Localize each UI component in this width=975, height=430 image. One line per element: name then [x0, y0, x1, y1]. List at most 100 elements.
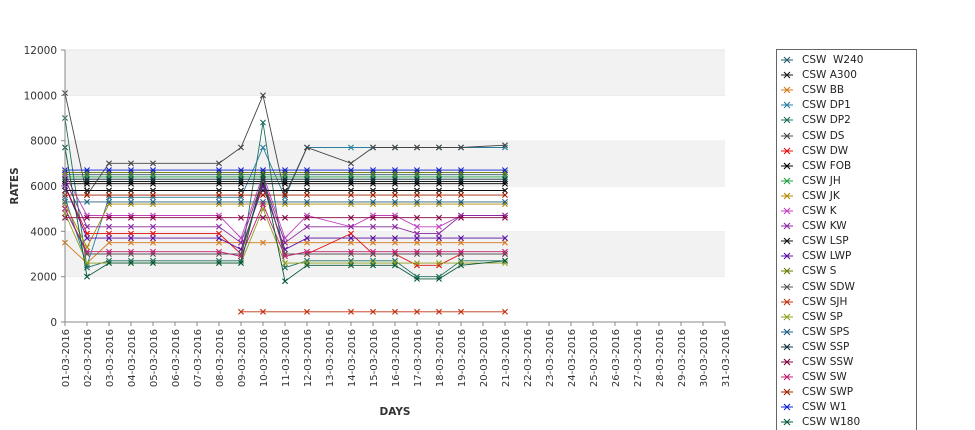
data-point	[260, 144, 266, 151]
data-point	[150, 212, 156, 219]
legend-item: CSW DW	[777, 144, 916, 158]
legend-label: CSW LSP	[802, 235, 849, 248]
data-point	[304, 201, 310, 208]
data-point	[436, 192, 442, 199]
data-point	[238, 180, 244, 187]
data-point	[282, 187, 288, 194]
data-point	[502, 178, 508, 185]
data-point	[414, 176, 420, 183]
data-point	[458, 173, 464, 180]
data-point	[348, 201, 354, 208]
data-point	[260, 205, 266, 212]
data-point	[458, 251, 464, 257]
data-point	[84, 251, 90, 257]
data-point	[458, 198, 464, 205]
series-csw-lwp	[62, 183, 508, 253]
data-point	[458, 171, 464, 178]
data-point	[348, 248, 354, 255]
data-point	[458, 248, 464, 255]
data-point	[392, 198, 398, 205]
legend-item: CSW SDW	[777, 280, 916, 294]
data-point	[392, 192, 398, 199]
data-point	[106, 223, 112, 230]
series-csw-sps	[62, 198, 508, 205]
data-point	[106, 167, 112, 174]
series-csw-w180	[62, 144, 508, 285]
data-point	[370, 257, 376, 264]
data-point	[150, 173, 156, 180]
data-point	[128, 248, 134, 255]
x-tick-label: 11-03-2016	[281, 329, 292, 387]
data-point	[260, 171, 266, 178]
data-point	[436, 171, 442, 178]
data-point	[392, 257, 398, 264]
data-point	[392, 248, 398, 255]
x-tick-label: 01-03-2016	[61, 329, 72, 387]
data-point	[282, 214, 288, 221]
data-point	[282, 278, 288, 285]
data-point	[436, 178, 442, 185]
data-point	[128, 214, 134, 221]
data-point	[106, 160, 112, 167]
legend-item: CSW W180	[777, 415, 916, 429]
legend-label: CSW DP2	[802, 114, 851, 127]
data-point	[216, 173, 222, 180]
data-point	[238, 176, 244, 183]
data-point	[304, 180, 310, 187]
data-point	[348, 176, 354, 183]
data-point	[216, 235, 222, 242]
data-point	[458, 235, 464, 242]
series-csw-a300	[62, 178, 508, 185]
legend-marker	[781, 358, 793, 366]
x-tick-label: 25-03-2016	[589, 329, 600, 387]
data-point	[502, 192, 508, 199]
data-point	[304, 187, 310, 194]
legend-item: CSW W240	[777, 53, 916, 67]
data-point	[370, 235, 376, 242]
data-point	[150, 160, 156, 167]
data-point	[128, 212, 134, 219]
data-point	[106, 194, 112, 201]
x-tick-label: 04-03-2016	[127, 329, 138, 387]
legend-item: CSW BB	[777, 83, 916, 97]
legend-item: CSW DS	[777, 129, 916, 143]
data-point	[348, 223, 354, 230]
data-point	[128, 192, 134, 199]
data-point	[150, 235, 156, 242]
data-point	[238, 194, 244, 201]
data-point	[238, 198, 244, 205]
data-point	[150, 187, 156, 194]
data-point	[392, 214, 398, 221]
data-point	[150, 178, 156, 185]
data-point	[502, 176, 508, 183]
data-point	[502, 257, 508, 264]
data-point	[282, 169, 288, 176]
data-point	[502, 251, 508, 257]
x-tick-label: 07-03-2016	[193, 329, 204, 387]
data-point	[348, 239, 354, 246]
data-point	[282, 173, 288, 180]
data-point	[106, 248, 112, 255]
data-point	[436, 173, 442, 180]
data-point	[414, 260, 420, 267]
data-point	[238, 169, 244, 176]
data-point	[282, 260, 288, 267]
series-csw-s	[62, 169, 508, 176]
data-point	[238, 192, 244, 199]
data-point	[392, 180, 398, 187]
data-point	[392, 169, 398, 176]
data-point	[150, 176, 156, 183]
data-point	[370, 192, 376, 199]
data-point	[106, 214, 112, 221]
legend-label: CSW BB	[802, 84, 845, 97]
data-point	[392, 262, 398, 269]
data-point	[84, 167, 90, 174]
data-point	[128, 201, 134, 208]
data-point	[106, 201, 112, 208]
data-point	[304, 235, 310, 242]
data-point	[238, 187, 244, 194]
data-point	[458, 169, 464, 176]
data-point	[150, 214, 156, 221]
data-point	[304, 262, 310, 269]
data-point	[370, 173, 376, 180]
